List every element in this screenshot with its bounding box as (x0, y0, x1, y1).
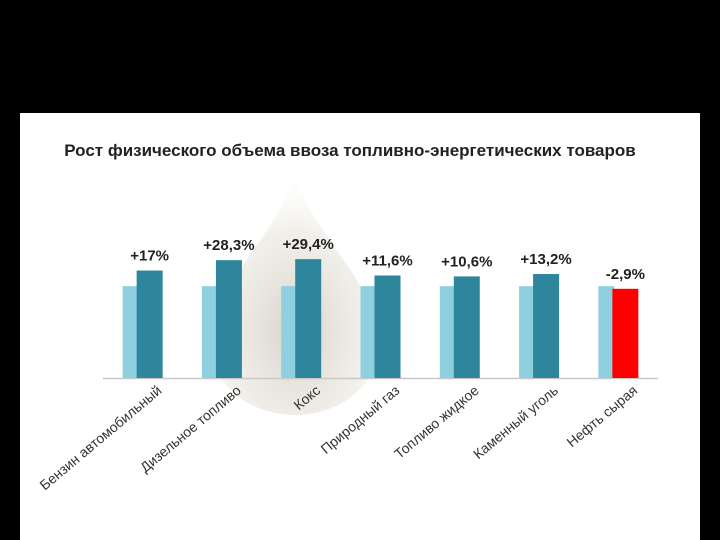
right-black-border (700, 113, 720, 540)
category-label-0: Бензин автомобильный (36, 382, 164, 493)
bar-base-3 (360, 286, 377, 378)
bar-current-6 (612, 288, 639, 378)
chart-title: Рост физического объема ввоза топливно-э… (64, 141, 636, 160)
data-label-3: +11,6% (362, 252, 412, 269)
data-label-4: +10,6% (441, 253, 492, 270)
data-label-0: +17% (130, 248, 169, 265)
bar-base-0 (122, 286, 139, 378)
category-label-3: Природный газ (317, 382, 402, 457)
data-label-6: -2,9% (606, 266, 645, 283)
bar-current-1 (215, 260, 242, 378)
bar-base-6 (598, 286, 615, 378)
bar-current-3 (374, 275, 401, 378)
category-label-5: Каменный уголь (470, 382, 561, 462)
bar-base-1 (201, 286, 218, 378)
category-label-2: Кокс (290, 382, 323, 413)
data-label-1: +28,3% (203, 237, 254, 254)
top-black-band (0, 0, 720, 113)
category-label-6: Нефть сырая (563, 382, 640, 450)
bar-base-2 (281, 286, 298, 378)
data-label-5: +13,2% (520, 251, 571, 268)
bar-base-4 (439, 286, 456, 378)
bar-current-2 (295, 259, 322, 378)
bar-current-0 (136, 270, 163, 378)
bar-current-5 (533, 274, 560, 378)
left-black-border (0, 113, 20, 540)
data-label-2: +29,4% (283, 236, 334, 253)
bar-current-4 (453, 276, 480, 378)
category-label-4: Топливо жидкое (391, 382, 482, 462)
bar-base-5 (519, 286, 536, 378)
